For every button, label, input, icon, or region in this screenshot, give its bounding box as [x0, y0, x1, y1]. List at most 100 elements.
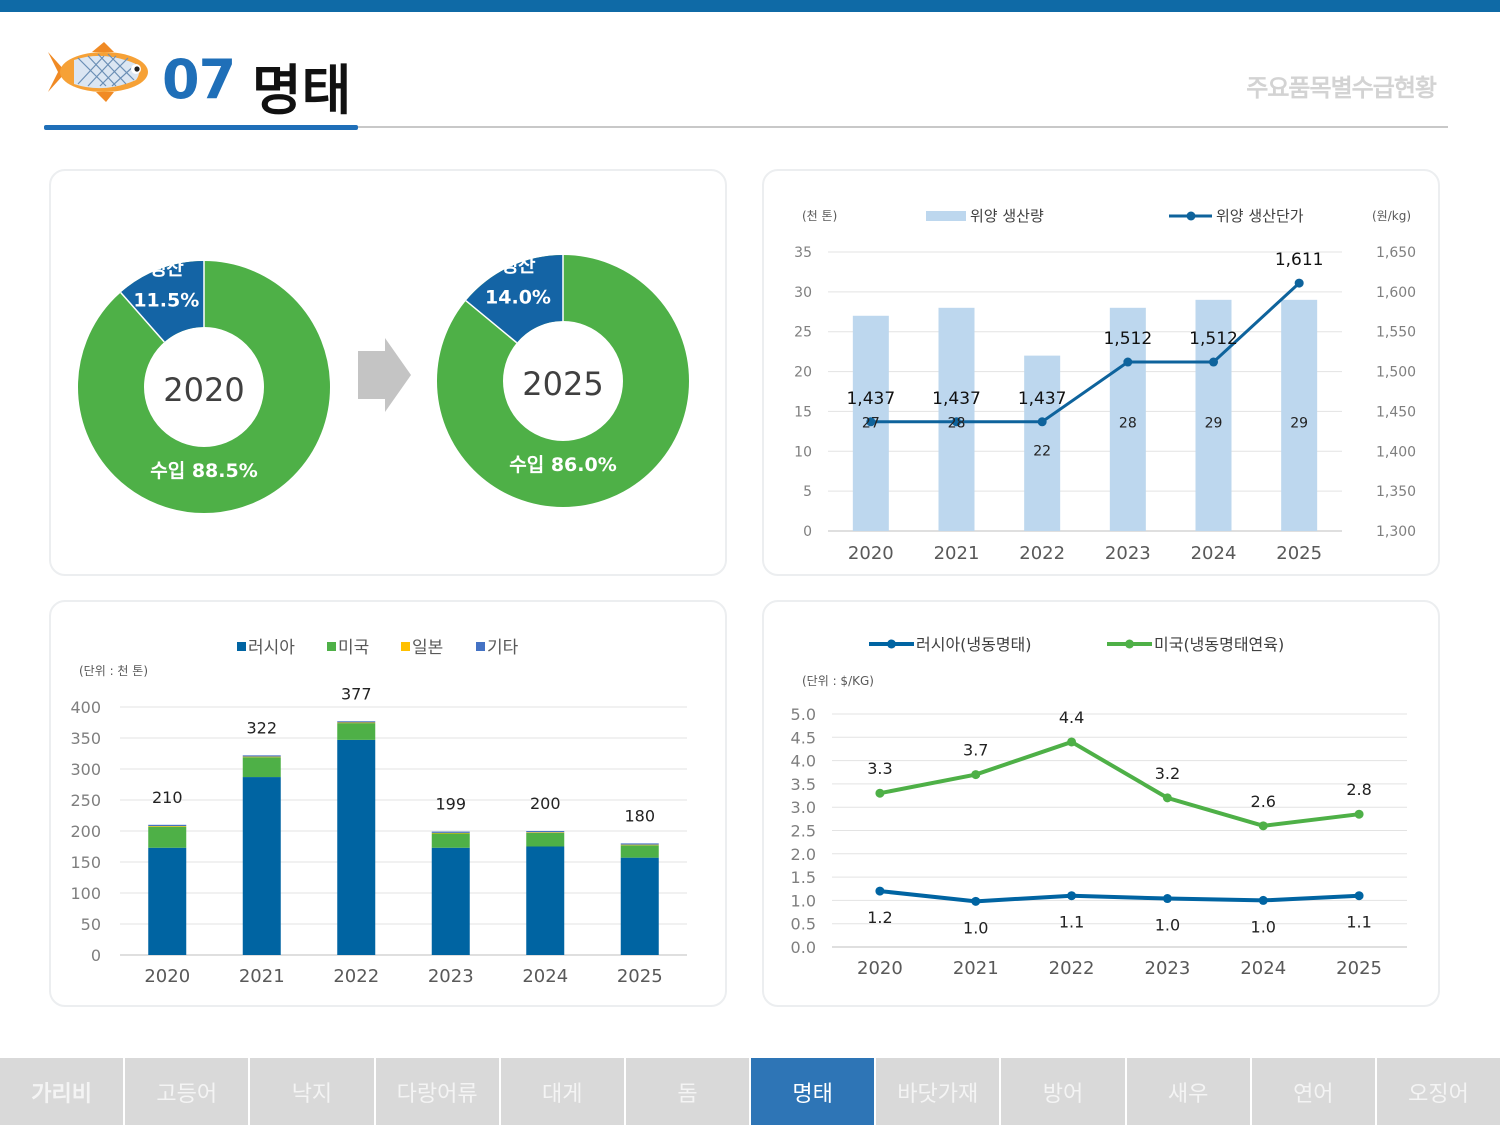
- point-label: 2.6: [1251, 792, 1276, 811]
- tab-0[interactable]: 가리비: [0, 1058, 126, 1125]
- y-axis-tick: 4.5: [791, 728, 816, 747]
- page-header: 07 명태 주요품목별수급현황: [0, 12, 1500, 132]
- price-label: 1,512: [1103, 329, 1152, 349]
- y-axis-tick: 4.0: [791, 752, 816, 771]
- bar-segment-미국: [526, 832, 565, 847]
- price-line: [870, 281, 1301, 424]
- right-axis-tick: 1,500: [1376, 365, 1416, 381]
- tab-9[interactable]: 새우: [1126, 1058, 1252, 1125]
- legend-label: 미국(냉동명태연육): [1154, 635, 1284, 654]
- x-axis-tick: 2021: [934, 543, 980, 564]
- x-axis-tick: 2024: [1191, 543, 1237, 564]
- bar-segment-기타: [431, 831, 470, 833]
- production-combo-chart: 051015202530351,3001,3501,4001,4501,5001…: [794, 207, 1416, 564]
- y-axis-tick: 200: [70, 822, 101, 841]
- page-subtitle: 주요품목별수급현황: [1246, 74, 1437, 102]
- page-title: 명태: [252, 59, 352, 122]
- production-bar-label: 28: [1119, 415, 1137, 431]
- production-bar: [1281, 299, 1318, 531]
- bar-segment-미국: [431, 833, 470, 848]
- x-axis-tick: 2025: [1276, 543, 1322, 564]
- y-axis-tick: 300: [70, 760, 101, 779]
- bar-segment-미국: [148, 826, 187, 848]
- x-axis-tick: 2020: [848, 543, 894, 564]
- tab-3[interactable]: 다랑어류: [375, 1058, 501, 1125]
- production-bar-label: 29: [1290, 415, 1308, 431]
- y-axis-tick: 2.5: [791, 822, 816, 841]
- point-label: 1.0: [1251, 917, 1276, 936]
- series-point: [875, 788, 885, 798]
- price-point: [866, 417, 876, 427]
- bar-segment-일본: [526, 832, 565, 833]
- legend-line-label: 위양 생산단가: [1216, 207, 1304, 225]
- x-axis-tick: 2020: [857, 958, 903, 979]
- donut-production-slice-2025: [465, 255, 563, 343]
- tab-6[interactable]: 명태: [751, 1058, 877, 1125]
- import-slice-label: 수입 88.5%: [150, 460, 258, 482]
- series-line-1: [879, 739, 1360, 828]
- legend-label: 기타: [487, 638, 519, 658]
- y-axis-tick: 3.0: [791, 798, 816, 817]
- supply-share-donut-chart: 2020 생산 11.5% 수입 88.5% 2025 생산 14.0% 수입 86.0%: [78, 255, 689, 513]
- series-point: [1258, 895, 1268, 905]
- bar-segment-기타: [148, 824, 187, 827]
- right-arrow-icon: [358, 338, 411, 412]
- point-label: 1.1: [1059, 913, 1084, 932]
- x-axis-tick: 2022: [1019, 543, 1065, 564]
- left-axis-tick: 20: [794, 365, 812, 381]
- legend-label: 러시아(냉동명태): [916, 635, 1032, 654]
- price-point: [1123, 357, 1133, 367]
- x-axis-tick: 2022: [333, 966, 379, 987]
- production-panel: 0 5 10 15 20 25 30 35 1,300 1,350 1,400 1,450 1,500 1…: [762, 169, 1440, 576]
- bar-segment-일본: [242, 756, 281, 758]
- bar-segment-일본: [620, 844, 659, 846]
- import-volume-panel: 0 50 100 150 200 250 300 350 400 210 2020 322 2021 37…: [49, 600, 727, 1007]
- tab-4[interactable]: 대게: [500, 1058, 626, 1125]
- x-axis-tick: 2024: [1240, 958, 1286, 979]
- price-label: 1,437: [846, 389, 895, 409]
- slice-separator: [465, 300, 518, 344]
- y-axis-tick: 100: [70, 884, 101, 903]
- series-point: [971, 896, 981, 906]
- point-label: 1.1: [1346, 913, 1371, 932]
- legend-swatch: [327, 642, 336, 651]
- series-point: [1162, 894, 1172, 904]
- point-label: 1.0: [963, 918, 988, 937]
- tab-10[interactable]: 연어: [1251, 1058, 1377, 1125]
- x-axis-tick: 2025: [617, 966, 663, 987]
- tab-1[interactable]: 고등어: [125, 1058, 251, 1125]
- donut-center-label: 2025: [522, 365, 603, 403]
- tab-8[interactable]: 방어: [1001, 1058, 1127, 1125]
- y-axis-tick: 3.5: [791, 775, 816, 794]
- series-point: [1258, 821, 1268, 831]
- series-point: [1354, 809, 1364, 819]
- bar-segment-기타: [337, 721, 376, 723]
- point-label: 1.0: [1155, 916, 1180, 935]
- import-slice-label: 수입 86.0%: [509, 454, 617, 476]
- bar-segment-기타: [526, 831, 565, 833]
- legend-marker: [1125, 639, 1134, 649]
- right-axis-tick: 1,450: [1376, 404, 1416, 420]
- production-bar: [1024, 355, 1061, 531]
- bar-segment-러시아: [526, 846, 565, 955]
- price-point: [1037, 417, 1047, 427]
- production-bar-label: 29: [1205, 415, 1223, 431]
- left-axis-tick: 25: [794, 325, 812, 341]
- point-label: 1.2: [867, 908, 892, 927]
- tab-2[interactable]: 낙지: [250, 1058, 376, 1125]
- tab-11[interactable]: 오징어: [1376, 1058, 1500, 1125]
- bar-segment-일본: [148, 826, 187, 827]
- species-tab-bar: 가리비 고등어 낙지 다랑어류 대게 돔 명태 바닷가재 방어 새우 연어 오징어: [0, 1058, 1500, 1125]
- bar-segment-러시아: [431, 847, 470, 955]
- bar-segment-일본: [431, 832, 470, 834]
- legend-swatch: [401, 642, 410, 651]
- left-axis-unit: (천 톤): [802, 208, 837, 223]
- tab-5[interactable]: 돔: [625, 1058, 752, 1125]
- tab-7[interactable]: 바닷가재: [876, 1058, 1002, 1125]
- import-price-line-chart: 0.0 0.5 1.0 1.5 2.0 2.5 3.0 3.5 4.0 4.5 5.0 2020 202…: [791, 635, 1407, 979]
- header-divider: [44, 126, 1448, 128]
- x-axis-tick: 2020: [144, 966, 190, 987]
- y-axis-tick: 400: [70, 698, 101, 717]
- section-number: 07: [162, 48, 236, 111]
- y-axis-tick: 5.0: [791, 705, 816, 724]
